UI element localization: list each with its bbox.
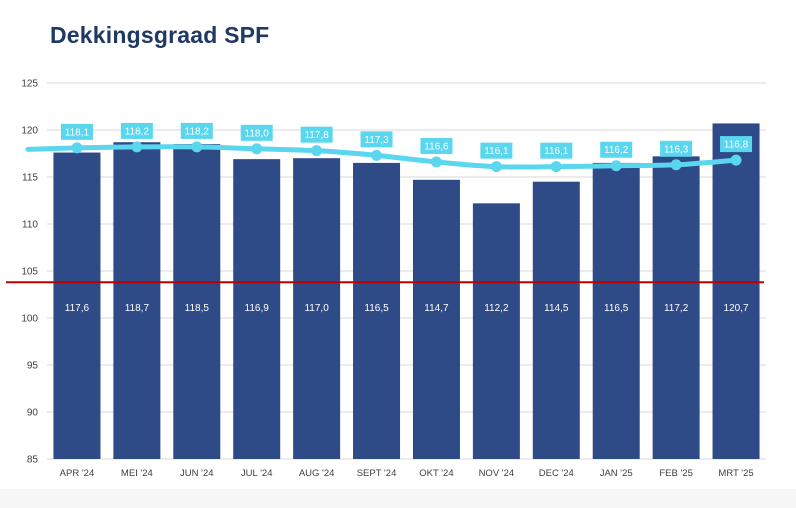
line-point [670, 159, 682, 171]
line-value-label: 117,8 [304, 130, 329, 141]
line-label-box [600, 141, 633, 158]
x-tick-label: DEC '24 [539, 468, 574, 479]
bar-labels: 117,6 118,7 118,5 116,9 117,0 116,5 114,7 112,2… [65, 303, 749, 314]
line-value-label: 116,3 [664, 144, 689, 155]
line-point [610, 160, 622, 172]
y-tick-label: 95 [27, 361, 39, 372]
bar [592, 162, 640, 459]
line-label-box [720, 136, 753, 153]
gridlines [47, 82, 766, 460]
line-value-label: 116,8 [724, 140, 749, 151]
bar [652, 156, 700, 459]
bar [173, 144, 221, 459]
line-label-box [300, 126, 333, 143]
x-tick-label: JUN '24 [180, 468, 214, 479]
bar [53, 152, 101, 459]
line-value-label: 116,2 [604, 145, 629, 156]
line-point [131, 141, 143, 153]
line-value-label: 117,3 [364, 135, 389, 146]
x-tick-label: JAN '25 [600, 468, 633, 479]
x-tick-label: AUG '24 [299, 468, 335, 479]
x-axis-ticks: APR '24 MEI '24 JUN '24 JUL '24 AUG '24 SEPT … [60, 468, 754, 479]
y-tick-label: 125 [21, 79, 38, 90]
line-label-box [540, 142, 573, 159]
bar [532, 181, 580, 459]
line-label-box [360, 131, 393, 148]
bar-value-label: 114,7 [424, 303, 449, 314]
bar-value-label: 116,5 [604, 303, 629, 314]
y-tick-label: 100 [21, 314, 38, 325]
line-point [191, 141, 203, 153]
y-tick-label: 115 [22, 173, 38, 184]
line-point [371, 149, 383, 161]
line-label-box [240, 124, 273, 141]
policy-line [25, 141, 742, 173]
line-point [430, 156, 442, 168]
bar-value-label: 117,6 [65, 303, 90, 314]
line-value-label: 118,0 [245, 128, 270, 139]
bar [293, 158, 341, 459]
bar [712, 123, 760, 460]
line-point [71, 142, 83, 154]
line-point [490, 161, 502, 173]
y-tick-label: 105 [21, 267, 38, 278]
bar-value-label: 118,5 [185, 303, 210, 314]
bar [233, 159, 281, 459]
x-tick-label: APR '24 [60, 468, 95, 479]
line-value-label: 116,6 [424, 141, 449, 152]
line-label-box [60, 123, 93, 140]
y-axis-ticks: 85 90 95 100 105 110 115 120 125 [21, 79, 38, 466]
line-value-label: 116,1 [484, 146, 509, 157]
line-value-label: 116,1 [544, 146, 569, 157]
y-tick-label: 90 [27, 408, 39, 419]
bar [472, 203, 520, 459]
x-tick-label: FEB '25 [659, 468, 693, 479]
line-label-box [480, 142, 513, 159]
x-tick-label: OKT '24 [419, 468, 453, 479]
x-tick-label: MRT '25 [718, 468, 753, 479]
line-value-label: 118,2 [125, 126, 150, 137]
bar [412, 179, 460, 459]
line-label-box [180, 122, 213, 139]
bar-value-label: 117,0 [304, 303, 329, 314]
x-tick-label: JUL '24 [241, 468, 273, 479]
line-labels: 118,1 118,2 118,2 118,0 117,8 117,3 116,6 116,1… [60, 122, 753, 159]
bar [113, 142, 161, 459]
bar-value-label: 120,7 [724, 303, 749, 314]
bar-value-label: 116,9 [245, 303, 270, 314]
bar-value-label: 116,5 [364, 303, 389, 314]
bottom-band [0, 489, 796, 508]
line-value-label: 118,2 [185, 126, 210, 137]
line-label-box [120, 122, 153, 139]
bar-value-label: 117,2 [664, 303, 689, 314]
line-point [251, 143, 263, 155]
bar-value-label: 112,2 [484, 303, 509, 314]
line-point [730, 154, 742, 166]
line-point [311, 145, 323, 157]
line-label-box [420, 137, 453, 154]
x-tick-label: SEPT '24 [357, 468, 397, 479]
y-tick-label: 110 [22, 220, 38, 231]
x-tick-label: NOV '24 [479, 468, 515, 479]
y-tick-label: 120 [21, 126, 38, 137]
bar-value-label: 114,5 [544, 303, 569, 314]
bar-value-label: 118,7 [125, 303, 150, 314]
line-value-label: 118,1 [65, 127, 90, 138]
line-point [550, 161, 562, 173]
bars [53, 123, 760, 460]
y-tick-label: 85 [27, 455, 39, 466]
line-label-box [660, 140, 693, 157]
x-tick-label: MEI '24 [121, 468, 153, 479]
chart-title: Dekkingsgraad SPF [50, 22, 270, 48]
bar [353, 162, 401, 459]
